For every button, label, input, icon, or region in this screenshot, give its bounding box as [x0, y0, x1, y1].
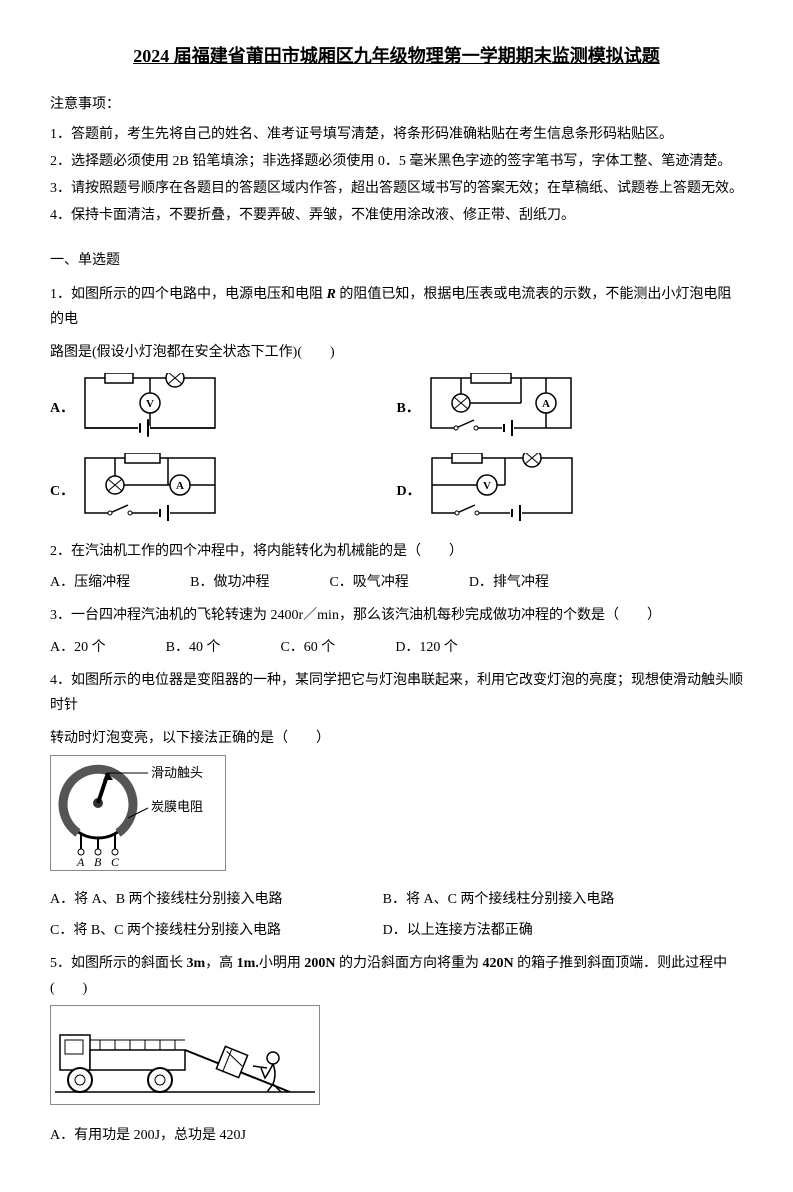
q1-opt-B-label: B． [397, 396, 420, 421]
q2-options: A．压缩冲程 B．做功冲程 C．吸气冲程 D．排气冲程 [50, 570, 743, 595]
svg-text:滑动触头: 滑动触头 [151, 765, 203, 780]
q2-opt-D: D．排气冲程 [469, 570, 549, 595]
q4-opt-A: A．将 A、B 两个接线柱分别接入电路 [50, 887, 383, 912]
svg-text:炭膜电阻: 炭膜电阻 [151, 799, 203, 814]
circuit-C-icon: R A [80, 453, 220, 531]
q4-opt-D: D．以上连接方法都正确 [383, 918, 716, 943]
svg-text:R: R [115, 373, 123, 374]
question-3: 3．一台四冲程汽油机的飞轮转速为 2400r／min，那么该汽油机每秒完成做功冲… [50, 603, 743, 628]
svg-text:A: A [542, 398, 550, 410]
q1-row1: A． R V B． [50, 373, 743, 445]
q1-R: R [327, 287, 336, 302]
svg-text:A: A [176, 480, 184, 492]
notice-item: 1．答题前，考生先将自己的姓名、准考证号填写清楚，将条形码准确粘贴在考生信息条形… [50, 122, 743, 147]
question-1-line2: 路图是(假设小灯泡都在安全状态下工作)( ) [50, 340, 743, 365]
circuit-A-icon: R V [80, 373, 220, 445]
q1-row2: C． R A [50, 453, 743, 531]
potentiometer-figure: 滑动触头 炭膜电阻 A B C [50, 755, 226, 871]
q5-a: 5．如图所示的斜面长 [50, 956, 187, 971]
q3-opt-A: A．20 个 [50, 635, 106, 660]
q4-opt-B: B．将 A、C 两个接线柱分别接入电路 [383, 887, 716, 912]
question-2: 2．在汽油机工作的四个冲程中，将内能转化为机械能的是（ ） [50, 539, 743, 564]
svg-text:R: R [138, 453, 146, 454]
svg-text:A: A [76, 855, 85, 868]
section-header: 一、单选题 [50, 248, 743, 273]
q1-opt-D-label: D． [397, 479, 421, 504]
q1-text-a: 1．如图所示的四个电路中，电源电压和电阻 [50, 287, 327, 302]
notice-item: 3．请按照题号顺序在各题目的答题区域内作答，超出答题区域书写的答案无效；在草稿纸… [50, 176, 743, 201]
svg-text:B: B [94, 855, 102, 868]
q3-opt-B: B．40 个 [166, 635, 221, 660]
q5-v2: 1m. [237, 956, 259, 971]
q4-options-row1: A．将 A、B 两个接线柱分别接入电路 B．将 A、C 两个接线柱分别接入电路 [50, 887, 743, 912]
svg-text:V: V [483, 480, 491, 492]
q5-b: ，高 [205, 956, 237, 971]
notice-item: 4．保持卡面清洁，不要折叠，不要弄破、弄皱，不准使用涂改液、修正带、刮纸刀。 [50, 203, 743, 228]
question-5: 5．如图所示的斜面长 3m，高 1m.小明用 200N 的力沿斜面方向将重为 4… [50, 951, 743, 1001]
question-4-line2: 转动时灯泡变亮，以下接法正确的是（ ） [50, 726, 743, 751]
svg-text:R: R [462, 453, 470, 454]
q2-opt-A: A．压缩冲程 [50, 570, 130, 595]
q5-opt-A: A．有用功是 200J，总功是 420J [50, 1123, 743, 1148]
q5-v4: 420N [482, 956, 513, 971]
q3-options: A．20 个 B．40 个 C．60 个 D．120 个 [50, 635, 743, 660]
question-1: 1．如图所示的四个电路中，电源电压和电阻 R 的阻值已知，根据电压表或电流表的示… [50, 282, 743, 332]
notice-header: 注意事项： [50, 92, 743, 117]
circuit-D-icon: R V [427, 453, 577, 531]
q5-d: 的力沿斜面方向将重为 [335, 956, 482, 971]
q4-options-row2: C．将 B、C 两个接线柱分别接入电路 D．以上连接方法都正确 [50, 918, 743, 943]
q1-opt-A-label: A． [50, 396, 74, 421]
truck-ramp-figure [50, 1005, 320, 1105]
q5-v3: 200N [304, 956, 335, 971]
svg-text:V: V [146, 398, 154, 410]
exam-title: 2024 届福建省莆田市城厢区九年级物理第一学期期末监测模拟试题 [50, 40, 743, 72]
notice-item: 2．选择题必须使用 2B 铅笔填涂；非选择题必须使用 0．5 毫米黑色字迹的签字… [50, 149, 743, 174]
q1-opt-C-label: C． [50, 479, 74, 504]
q2-opt-B: B．做功冲程 [190, 570, 269, 595]
q5-v1: 3m [187, 956, 206, 971]
q3-opt-C: C．60 个 [280, 635, 335, 660]
svg-text:C: C [111, 855, 120, 868]
q2-opt-C: C．吸气冲程 [329, 570, 408, 595]
q5-c: 小明用 [259, 956, 305, 971]
q4-opt-C: C．将 B、C 两个接线柱分别接入电路 [50, 918, 383, 943]
q3-opt-D: D．120 个 [395, 635, 458, 660]
circuit-B-icon: A [426, 373, 576, 445]
question-4: 4．如图所示的电位器是变阻器的一种，某同学把它与灯泡串联起来，利用它改变灯泡的亮… [50, 668, 743, 718]
